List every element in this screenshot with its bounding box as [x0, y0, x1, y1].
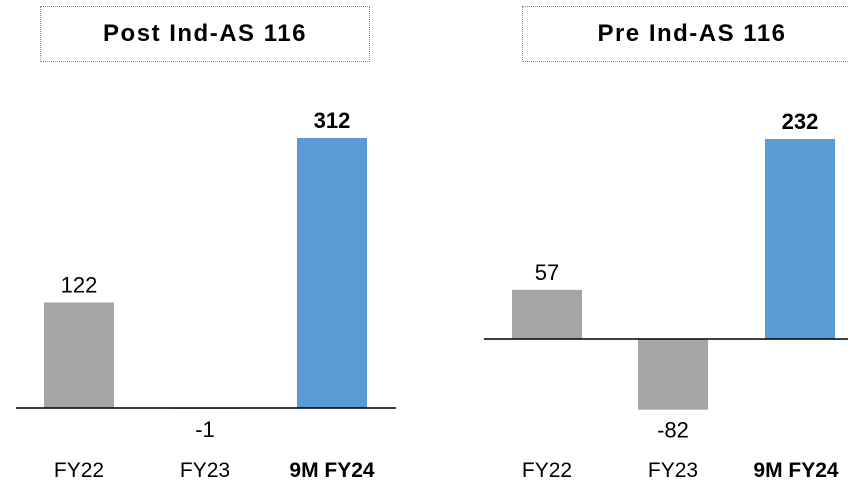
- bar-fy22: [512, 289, 582, 339]
- category-label: 9M FY24: [753, 459, 839, 482]
- value-label: 122: [61, 272, 98, 297]
- bar-chart-1: 57 -82 232 FY22 FY23 9M FY24: [484, 109, 848, 482]
- category-label: 9M FY24: [289, 459, 375, 482]
- value-label: -1: [195, 417, 215, 442]
- bar-fy22: [44, 302, 114, 408]
- chart-title-pre-ind-as: Pre Ind-AS 116: [522, 6, 848, 62]
- value-label: 57: [535, 260, 559, 285]
- value-label: 312: [314, 108, 351, 133]
- category-label: FY22: [522, 459, 572, 482]
- bar-9m-fy24: [297, 137, 367, 409]
- category-label: FY23: [180, 459, 230, 482]
- bar-9m-fy24: [765, 138, 835, 339]
- bar-chart-0: 122 -1 312 FY22 FY23 9M FY24: [16, 108, 396, 482]
- bar-fy23: [638, 339, 708, 410]
- category-label: FY23: [648, 459, 698, 482]
- category-label: FY22: [54, 459, 104, 482]
- value-label: 232: [782, 109, 819, 134]
- value-label: -82: [657, 418, 689, 443]
- chart-title-post-ind-as: Post Ind-AS 116: [40, 6, 370, 62]
